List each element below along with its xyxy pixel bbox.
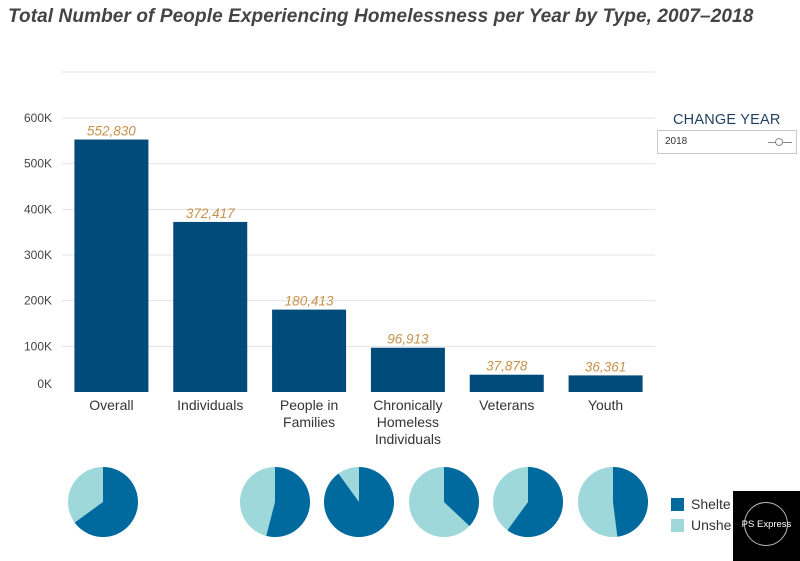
category-label: Veterans — [479, 397, 534, 413]
data-label: 36,361 — [585, 359, 626, 374]
pie-slice-sheltered — [507, 467, 564, 538]
watermark-badge: PS Express — [733, 491, 800, 561]
pie-slice-sheltered — [444, 467, 480, 526]
pie-charts — [68, 467, 648, 538]
category-label: Individuals — [177, 397, 243, 413]
y-axis-ticks: 0K 100K 200K 300K 400K 500K 600K — [24, 111, 52, 391]
gridlines — [62, 71, 655, 347]
data-labels: 552,830 372,417 180,413 96,913 37,878 36,361 — [87, 124, 626, 375]
pie-chart — [578, 467, 648, 537]
bars — [74, 139, 643, 392]
category-label: People in — [280, 397, 338, 413]
y-tick-label: 500K — [24, 157, 52, 171]
data-label: 372,417 — [186, 206, 235, 221]
category-label: Homeless — [377, 414, 439, 430]
slider-handle[interactable] — [775, 138, 783, 146]
year-selector[interactable]: 2018 — [657, 130, 797, 154]
category-label: Youth — [588, 397, 623, 413]
change-year-heading: CHANGE YEAR — [673, 112, 781, 128]
y-tick-label: 100K — [24, 339, 52, 353]
watermark-text: PS Express — [741, 519, 792, 530]
legend-label-unsheltered: Unshe — [691, 517, 732, 533]
pie-chart — [409, 467, 480, 537]
legend-label-sheltered: Shelte — [691, 496, 731, 512]
y-tick-label: 400K — [24, 202, 52, 216]
category-label: Individuals — [375, 431, 441, 447]
year-slider[interactable] — [768, 136, 792, 148]
pie-chart — [493, 467, 564, 538]
data-label: 180,413 — [285, 294, 334, 309]
pie-slice-sheltered — [613, 467, 648, 537]
y-tick-label: 300K — [24, 248, 52, 262]
pie-chart — [324, 467, 394, 537]
bar — [74, 139, 149, 392]
bar — [173, 221, 248, 392]
bar — [469, 374, 544, 392]
pie-slice-sheltered — [266, 467, 311, 537]
watermark-ring-icon — [744, 502, 788, 546]
category-label: Overall — [89, 397, 133, 413]
category-label: Families — [283, 414, 335, 430]
pie-slice-sheltered — [324, 467, 394, 537]
chart-title: Total Number of People Experiencing Home… — [8, 6, 754, 27]
unsheltered-swatch — [671, 519, 684, 532]
bar — [272, 309, 347, 392]
bar — [370, 347, 445, 392]
category-label: Chronically — [373, 397, 442, 413]
pie-chart — [68, 467, 138, 537]
data-label: 552,830 — [87, 124, 136, 139]
year-value: 2018 — [665, 136, 688, 147]
y-tick-label: 0K — [37, 377, 52, 391]
pie-slice-sheltered — [74, 467, 138, 537]
pie-chart — [240, 467, 311, 537]
y-tick-label: 200K — [24, 294, 52, 308]
data-label: 37,878 — [486, 359, 528, 374]
y-tick-label: 600K — [24, 111, 52, 125]
data-label: 96,913 — [387, 332, 429, 347]
sheltered-swatch — [671, 498, 684, 511]
bar — [568, 375, 643, 392]
